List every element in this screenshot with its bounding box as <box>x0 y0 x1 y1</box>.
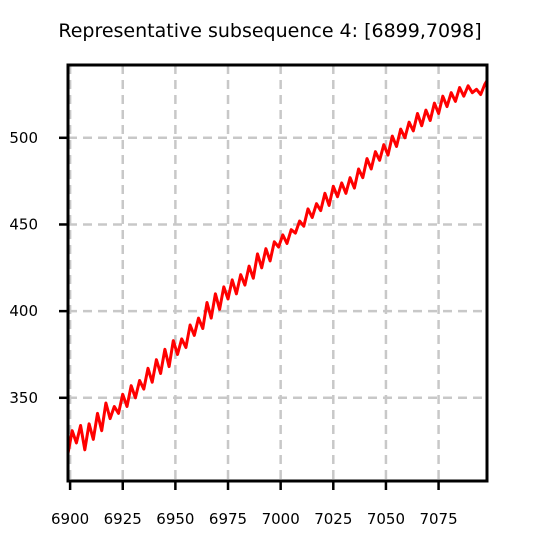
series-line <box>66 79 489 454</box>
y-tick-label: 350 <box>9 389 38 407</box>
chart-title: Representative subsequence 4: [6899,7098… <box>58 20 482 42</box>
x-tick-label: 7050 <box>367 510 405 528</box>
x-tick-label: 6950 <box>156 510 194 528</box>
y-tick-label: 500 <box>9 129 38 147</box>
y-tick-label: 450 <box>9 215 38 233</box>
x-tick-label: 6925 <box>104 510 142 528</box>
x-tick-label: 7000 <box>262 510 300 528</box>
y-tick-label: 400 <box>9 302 38 320</box>
plot-frame <box>66 63 489 483</box>
x-tick-label: 6975 <box>209 510 247 528</box>
x-tick-label: 6900 <box>51 510 89 528</box>
x-tick-label: 7075 <box>419 510 457 528</box>
x-tick-label: 7025 <box>314 510 352 528</box>
